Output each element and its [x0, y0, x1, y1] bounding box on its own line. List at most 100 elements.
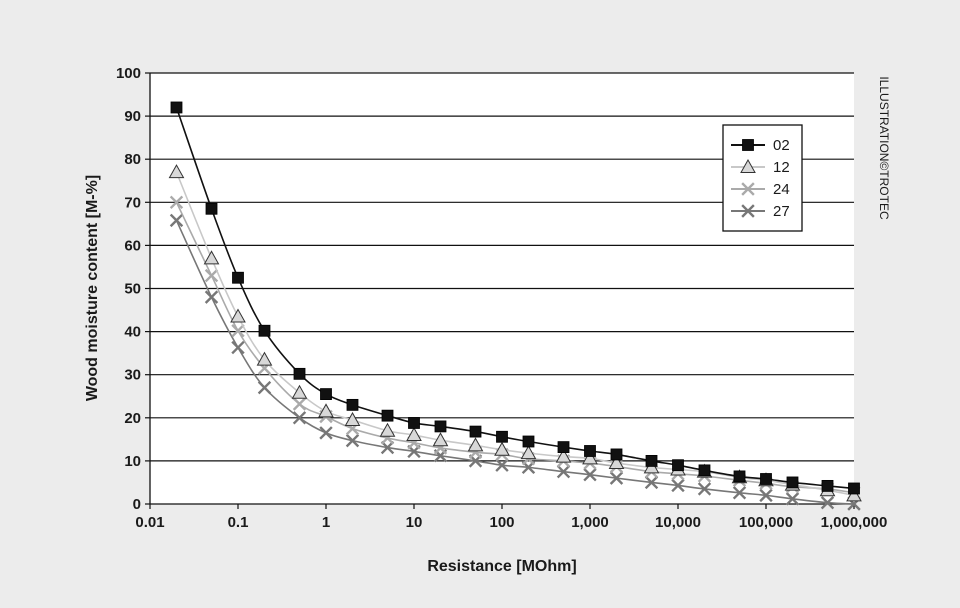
data-point-12 [230, 308, 246, 323]
legend-label-02: 02 [773, 137, 790, 154]
data-point-24 [204, 268, 219, 283]
series [168, 101, 862, 511]
illustration-credit: ILLUSTRATION©TROTEC [877, 76, 891, 220]
data-point-12 [168, 164, 185, 179]
data-point-02 [584, 445, 596, 457]
data-point-27 [521, 460, 536, 475]
data-point-27 [292, 411, 307, 425]
legend-label-24: 24 [773, 181, 790, 198]
data-point-02 [205, 202, 218, 215]
data-point-12 [555, 448, 572, 463]
data-point-02 [258, 324, 271, 337]
y-tick-label: 30 [124, 367, 141, 384]
data-point-02 [346, 398, 359, 411]
data-point-02 [293, 367, 306, 380]
y-axis-title: Wood moisture content [M-%] [84, 175, 101, 401]
y-tick-label: 10 [124, 453, 141, 470]
data-point-02 [672, 459, 684, 472]
legend-label-27: 27 [773, 203, 790, 220]
y-tick-label: 0 [133, 496, 141, 513]
data-point-02 [522, 435, 535, 448]
data-point-27 [732, 486, 747, 500]
data-point-27 [644, 475, 659, 490]
y-tick-label: 70 [124, 194, 141, 211]
legend-marker-12 [740, 158, 756, 173]
data-point-12 [291, 384, 308, 399]
series-27 [169, 213, 861, 511]
y-tick-label: 100 [116, 65, 141, 82]
data-point-02 [786, 476, 799, 489]
data-point-02 [469, 425, 482, 438]
data-point-27 [468, 454, 483, 468]
x-tick-label: 1 [322, 514, 330, 531]
data-point-02 [610, 448, 623, 461]
x-tick-label: 0.01 [135, 514, 164, 531]
data-point-27 [785, 492, 800, 506]
data-point-02 [381, 409, 394, 422]
x-tick-label: 100 [489, 514, 514, 531]
data-point-12 [494, 441, 510, 456]
data-point-12 [467, 437, 484, 452]
data-point-02 [232, 271, 244, 284]
data-point-12 [520, 445, 537, 460]
data-point-27 [407, 444, 421, 459]
data-point-02 [821, 479, 834, 492]
data-point-12 [608, 455, 625, 470]
data-point-27 [380, 440, 395, 455]
x-tick-label: 100,000 [739, 514, 793, 531]
data-point-02 [170, 101, 183, 114]
data-point-27 [169, 213, 184, 228]
data-point-02 [698, 464, 711, 477]
x-tick-label: 10 [406, 514, 423, 531]
data-point-02 [848, 482, 860, 495]
data-point-27 [583, 467, 597, 482]
data-point-02 [733, 470, 746, 483]
data-point-27 [495, 458, 509, 472]
data-point-27 [204, 290, 219, 304]
y-tick-label: 50 [124, 281, 141, 298]
data-point-27 [556, 464, 571, 479]
data-point-12 [318, 403, 334, 418]
data-point-02 [760, 473, 772, 485]
y-tick-label: 20 [124, 410, 141, 427]
legend-marker-24 [741, 182, 755, 196]
data-point-24 [292, 397, 307, 411]
data-point-27 [759, 488, 773, 503]
data-point-02 [557, 441, 570, 454]
legend-label-12: 12 [773, 159, 790, 176]
y-tick-label: 80 [124, 151, 141, 168]
data-point-27 [609, 471, 624, 485]
data-point-02 [320, 388, 332, 400]
data-point-27 [319, 426, 333, 440]
data-point-12 [379, 422, 396, 437]
x-axis-title: Resistance [MOhm] [427, 558, 576, 575]
legend: 02 12 24 27 [722, 124, 803, 232]
data-point-27 [231, 340, 245, 355]
data-point-27 [345, 433, 360, 448]
legend-marker-27 [741, 204, 755, 218]
tick-labels: 0 10 20 30 40 50 60 70 80 90 100 0.01 0.1 1 10 100 1,000… [116, 65, 887, 531]
data-point-12 [582, 450, 598, 465]
data-point-02 [645, 454, 658, 467]
data-point-27 [820, 496, 835, 510]
data-point-12 [203, 250, 220, 265]
legend-box [722, 124, 803, 232]
legend-marker-02 [742, 139, 754, 151]
data-point-12 [344, 411, 361, 426]
x-tick-label: 0.1 [228, 514, 249, 531]
y-tick-label: 90 [124, 108, 141, 125]
data-point-27 [257, 380, 272, 395]
data-point-12 [256, 351, 273, 366]
data-point-24 [231, 324, 245, 338]
x-tick-label: 10,000 [655, 514, 701, 531]
series-02 [170, 101, 860, 495]
x-tick-label: 1,000,000 [821, 514, 888, 531]
data-point-24 [169, 195, 184, 209]
data-point-12 [846, 487, 862, 502]
y-tick-label: 60 [124, 237, 141, 254]
x-tick-label: 1,000 [571, 514, 609, 531]
y-tick-label: 40 [124, 324, 141, 341]
data-point-12 [432, 432, 449, 447]
